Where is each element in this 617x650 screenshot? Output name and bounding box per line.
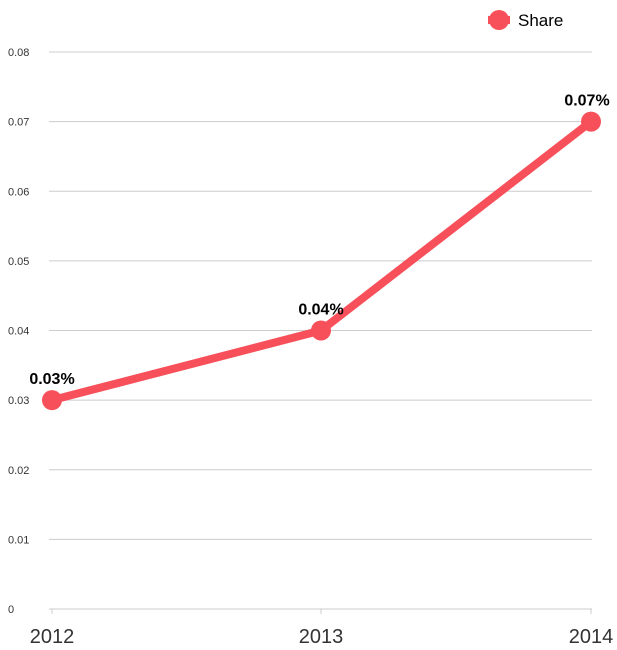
x-tick-label: 2013 (299, 626, 344, 648)
data-label: 0.04% (298, 302, 343, 319)
y-tick-label: 0 (8, 604, 14, 616)
x-axis: 2012 2013 2014 (30, 609, 614, 648)
y-tick-label: 0.03 (8, 395, 29, 407)
series-group (42, 111, 601, 411)
data-label: 0.07% (564, 93, 609, 110)
legend-label: Share (518, 11, 563, 30)
y-tick-label: 0.08 (8, 47, 29, 59)
y-tick-label: 0.04 (8, 326, 29, 338)
data-point[interactable] (581, 111, 601, 132)
y-axis: 0 0.01 0.02 0.03 0.04 0.05 0.06 0.07 0.08 (8, 47, 29, 616)
data-label: 0.03% (29, 371, 74, 388)
x-tick-label: 2012 (30, 626, 75, 648)
data-point[interactable] (42, 390, 62, 411)
y-tick-label: 0.01 (8, 534, 29, 546)
data-labels: 0.03% 0.04% 0.07% (29, 93, 609, 389)
x-tick-label: 2014 (569, 626, 614, 648)
legend[interactable]: Share (488, 10, 563, 30)
y-tick-label: 0.06 (8, 186, 29, 198)
y-tick-label: 0.05 (8, 256, 29, 268)
y-tick-label: 0.07 (8, 117, 29, 129)
y-tick-label: 0.02 (8, 465, 29, 477)
data-point[interactable] (311, 320, 331, 341)
legend-marker-icon (489, 10, 509, 30)
